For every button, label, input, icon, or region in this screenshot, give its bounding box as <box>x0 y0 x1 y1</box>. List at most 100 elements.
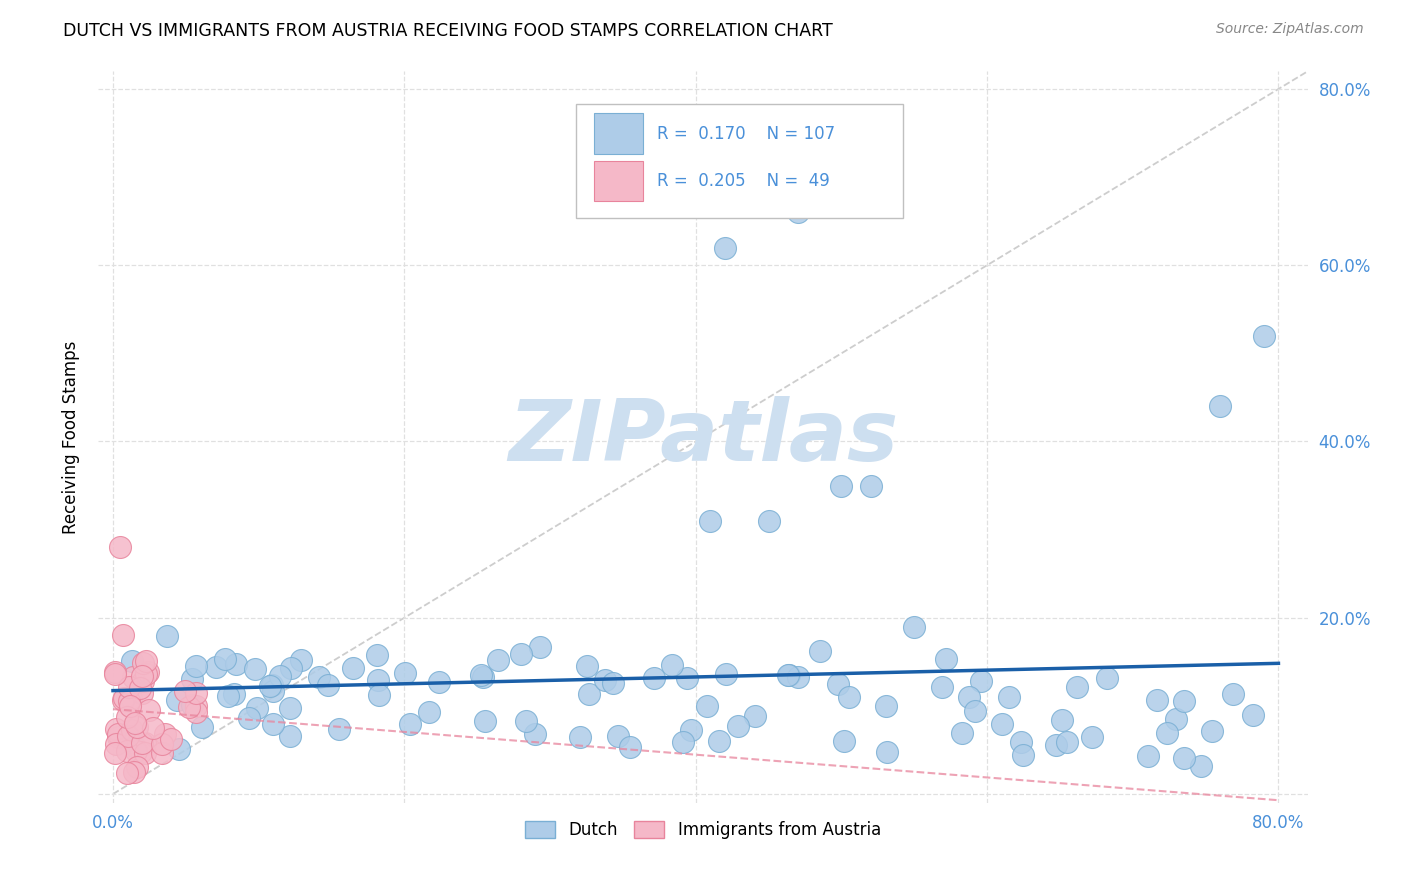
Point <box>124 716 146 731</box>
Point <box>225 657 247 671</box>
Point <box>290 653 312 667</box>
Point <box>121 723 143 738</box>
Point <box>1156 726 1178 740</box>
Point <box>180 672 202 686</box>
Point <box>135 666 157 681</box>
Point <box>1166 712 1188 726</box>
Point <box>129 745 152 759</box>
Point <box>399 717 422 731</box>
Point <box>262 684 284 698</box>
Point <box>681 723 703 737</box>
Point <box>186 699 208 714</box>
Point <box>259 679 281 693</box>
Point <box>342 661 364 675</box>
Point <box>578 687 600 701</box>
Point <box>214 652 236 666</box>
Point <box>184 705 207 719</box>
Point <box>1189 759 1212 773</box>
Point <box>131 735 153 749</box>
Point <box>1011 748 1033 763</box>
Point <box>125 744 148 758</box>
Point <box>470 668 492 682</box>
Point <box>875 698 897 713</box>
Point <box>138 665 160 679</box>
Point <box>1241 707 1264 722</box>
Point <box>368 688 391 702</box>
Point <box>118 693 141 707</box>
Point <box>472 670 495 684</box>
Point <box>262 716 284 731</box>
Point <box>367 673 389 687</box>
Point <box>177 700 200 714</box>
Point <box>1173 694 1195 708</box>
Point <box>524 726 547 740</box>
Point <box>1066 680 1088 694</box>
Point <box>117 730 139 744</box>
Point <box>714 667 737 681</box>
Point <box>838 690 860 704</box>
Point <box>117 732 139 747</box>
Point <box>328 722 350 736</box>
Point <box>827 676 849 690</box>
Point <box>115 765 138 780</box>
Point <box>246 700 269 714</box>
Point <box>131 656 153 670</box>
Point <box>832 734 855 748</box>
Point <box>744 709 766 723</box>
Point <box>316 677 339 691</box>
Point <box>186 686 208 700</box>
Point <box>222 687 245 701</box>
Point <box>957 690 980 704</box>
Point <box>169 742 191 756</box>
Text: DUTCH VS IMMIGRANTS FROM AUSTRIA RECEIVING FOOD STAMPS CORRELATION CHART: DUTCH VS IMMIGRANTS FROM AUSTRIA RECEIVI… <box>63 22 832 40</box>
Point <box>931 681 953 695</box>
Point <box>727 719 749 733</box>
Point <box>1146 693 1168 707</box>
Point <box>125 760 148 774</box>
Point <box>280 661 302 675</box>
Point <box>1056 735 1078 749</box>
Point <box>950 726 973 740</box>
Point <box>778 668 800 682</box>
Point <box>607 730 630 744</box>
Point <box>1136 748 1159 763</box>
Point <box>110 540 132 554</box>
Legend: Dutch, Immigrants from Austria: Dutch, Immigrants from Austria <box>519 814 887 846</box>
Point <box>366 648 388 662</box>
Point <box>218 689 240 703</box>
Point <box>1222 687 1244 701</box>
Point <box>394 665 416 680</box>
Point <box>529 640 551 655</box>
Point <box>245 662 267 676</box>
Point <box>104 722 127 736</box>
Point <box>104 746 127 760</box>
Point <box>308 670 330 684</box>
Point <box>510 647 533 661</box>
Point <box>150 737 173 751</box>
Point <box>474 714 496 728</box>
Text: ZIPatlas: ZIPatlas <box>508 395 898 479</box>
Point <box>1052 713 1074 727</box>
Point <box>269 668 291 682</box>
Point <box>166 693 188 707</box>
Point <box>153 727 176 741</box>
Point <box>122 764 145 779</box>
Point <box>186 659 208 673</box>
Point <box>150 746 173 760</box>
Point <box>859 478 882 492</box>
Point <box>107 730 129 744</box>
Point <box>965 704 987 718</box>
Point <box>676 671 699 685</box>
Point <box>262 678 284 692</box>
Point <box>643 671 665 685</box>
Point <box>122 739 145 753</box>
Point <box>568 731 591 745</box>
Point <box>808 644 831 658</box>
Point <box>876 745 898 759</box>
Point <box>138 703 160 717</box>
FancyBboxPatch shape <box>595 161 643 202</box>
Text: R =  0.205    N =  49: R = 0.205 N = 49 <box>657 172 830 190</box>
Point <box>1209 399 1232 413</box>
Point <box>278 700 301 714</box>
FancyBboxPatch shape <box>576 104 903 218</box>
